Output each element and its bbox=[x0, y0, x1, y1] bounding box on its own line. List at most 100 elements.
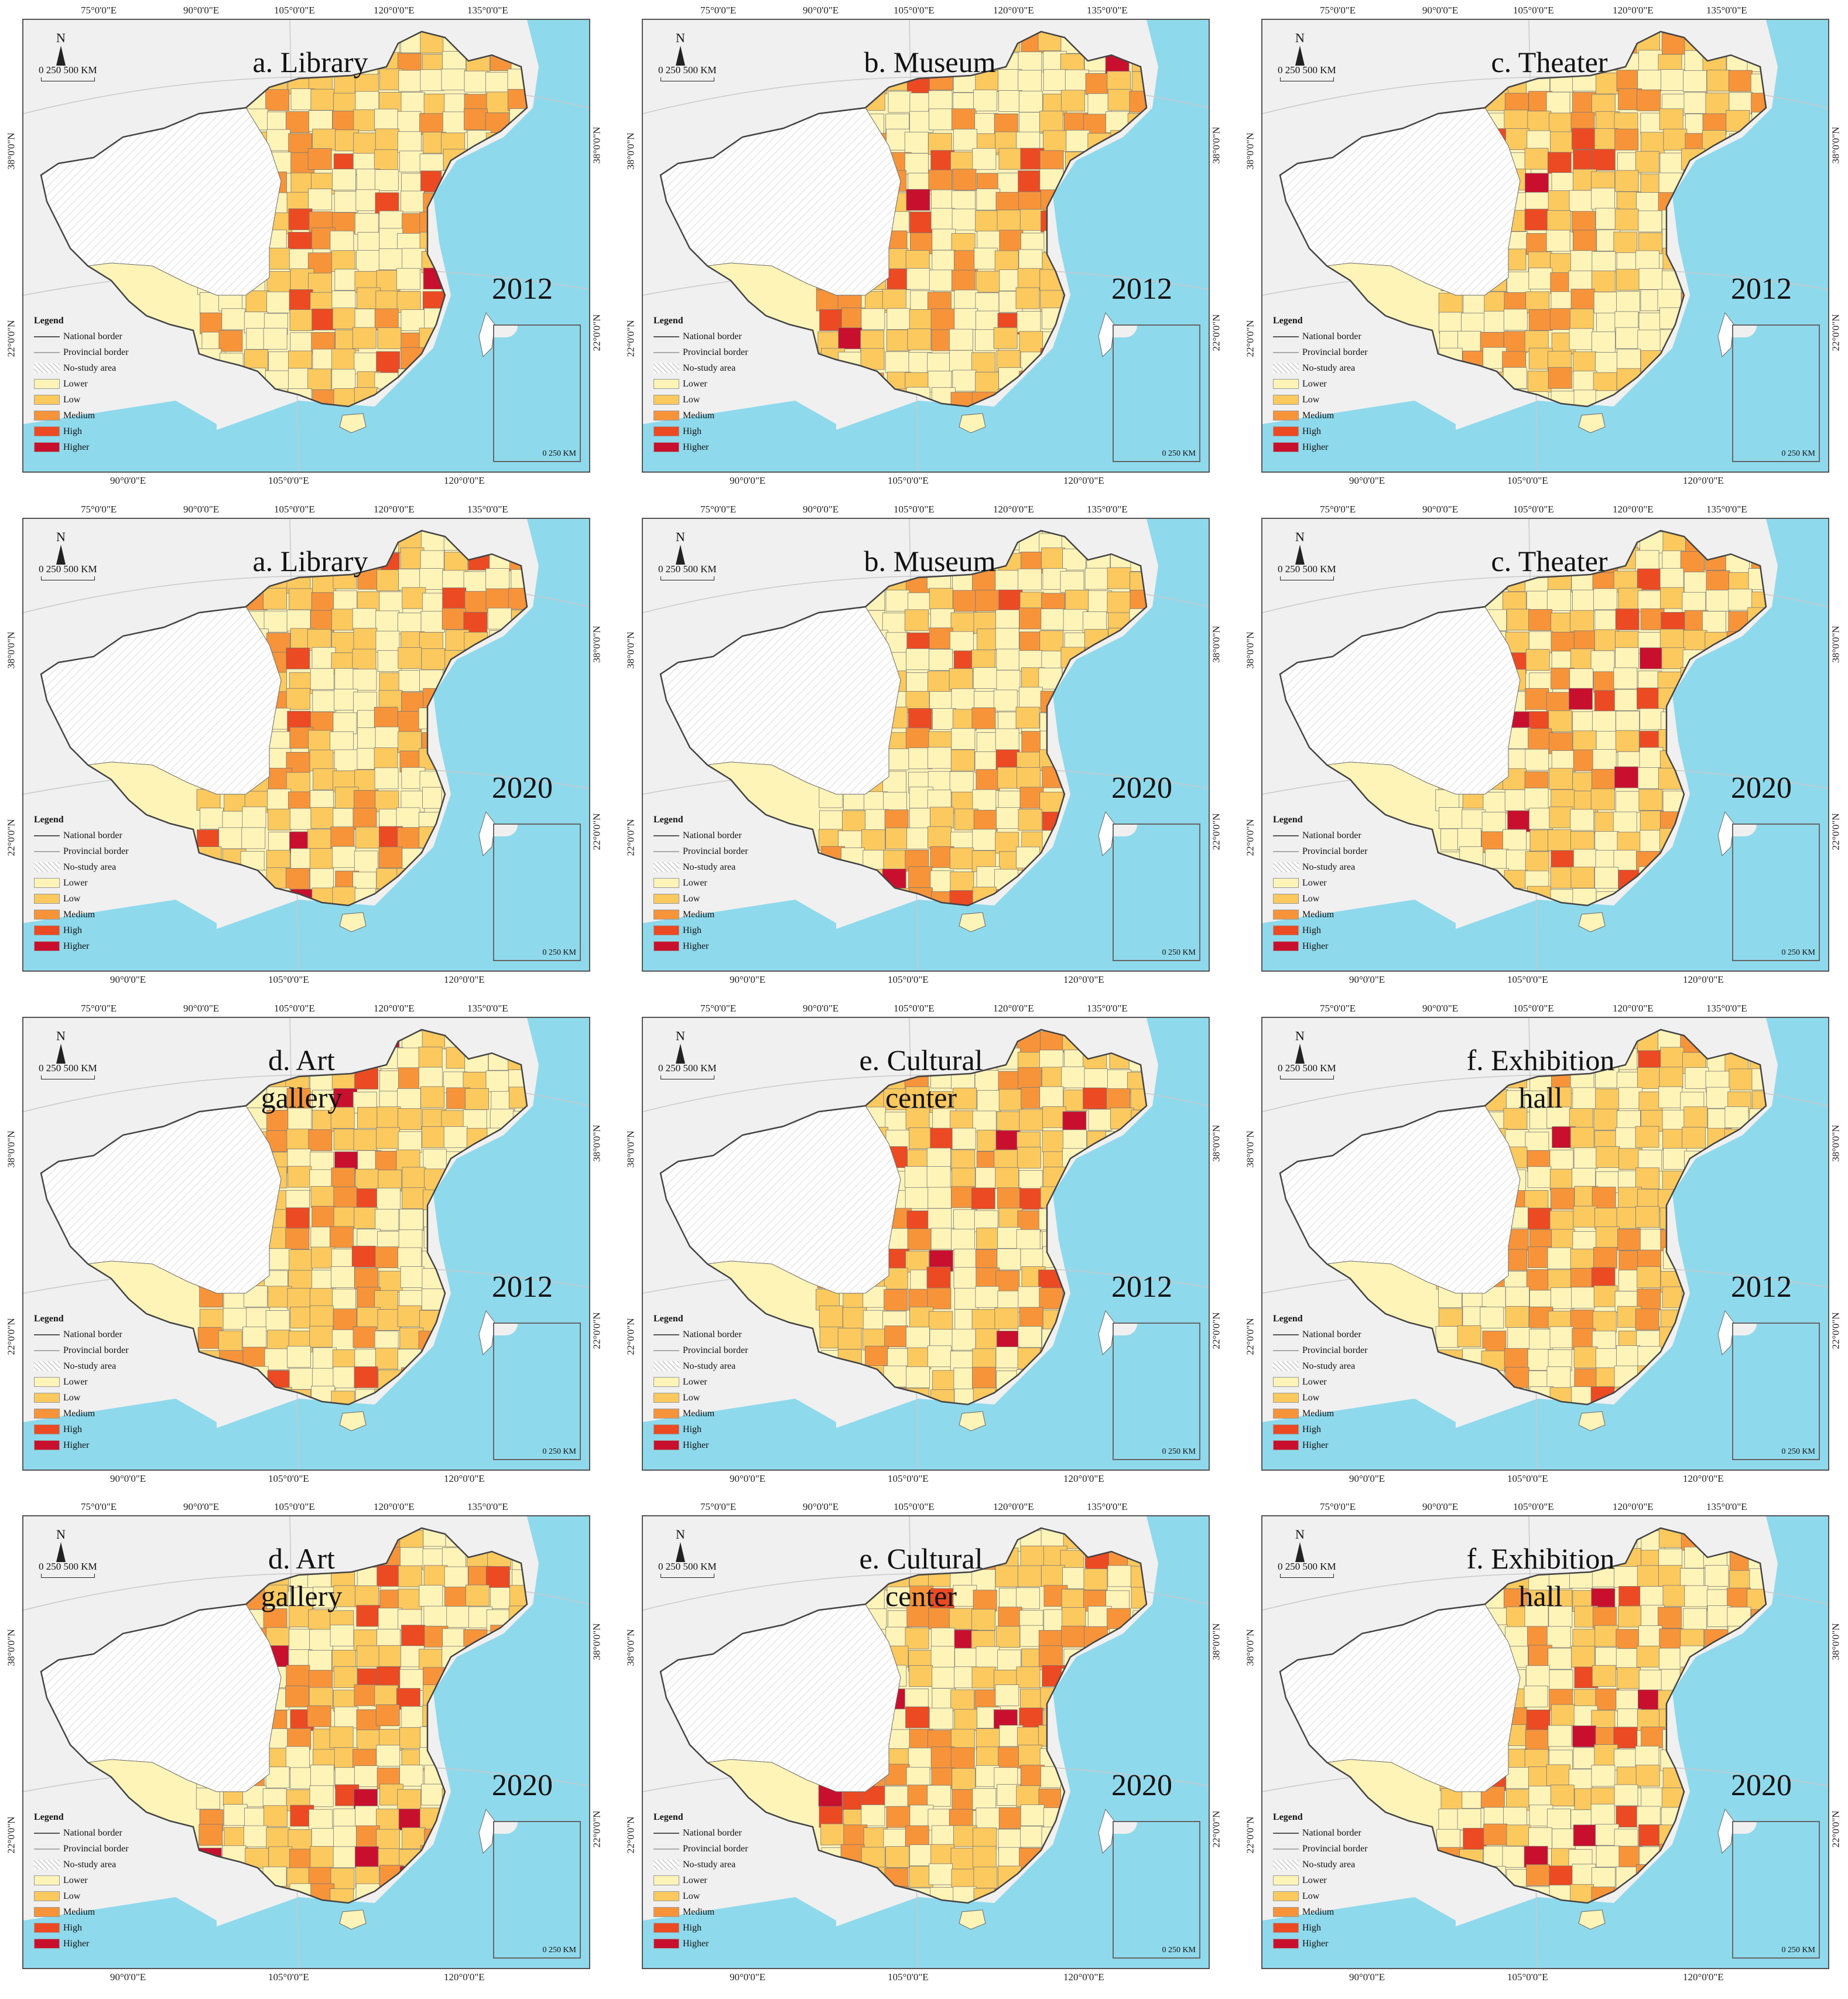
prefecture-unit bbox=[1616, 1667, 1641, 1689]
prefecture-unit bbox=[268, 1846, 293, 1868]
prefecture-unit bbox=[953, 128, 977, 151]
prefecture-unit bbox=[1747, 50, 1766, 72]
prefecture-unit bbox=[1526, 1709, 1551, 1731]
longitude-label-top: 90°0'0"E bbox=[1422, 1501, 1459, 1512]
prefecture-unit bbox=[1638, 1824, 1663, 1846]
legend-class: Low bbox=[1273, 891, 1368, 907]
prefecture-unit bbox=[1638, 233, 1663, 254]
legend-class: Lower bbox=[34, 1872, 129, 1888]
prefecture-unit bbox=[1437, 1887, 1462, 1903]
legend-class: Lower bbox=[653, 1872, 748, 1888]
prefecture-unit bbox=[1039, 630, 1064, 652]
prefecture-unit bbox=[1590, 650, 1615, 672]
prefecture-unit bbox=[907, 328, 932, 350]
longitude-label-bottom: 105°0'0"E bbox=[268, 1473, 309, 1484]
prefecture-unit bbox=[1594, 610, 1619, 632]
prefecture-unit bbox=[1683, 572, 1708, 593]
legend-no-study-area: No-study area bbox=[1273, 859, 1368, 875]
longitude-label-top: 120°0'0"E bbox=[1613, 504, 1654, 515]
prefecture-unit bbox=[1702, 611, 1726, 633]
prefecture-unit bbox=[1547, 152, 1572, 174]
longitude-label-top: 120°0'0"E bbox=[374, 5, 415, 16]
prefecture-unit bbox=[926, 1147, 951, 1170]
prefecture-unit bbox=[464, 70, 488, 93]
map-panel: 75°0'0"E 90°0'0"E 105°0'0"E 120°0'0"E 135°0'… bbox=[625, 504, 1228, 1002]
longitude-label-bottom: 90°0'0"E bbox=[1349, 974, 1385, 985]
prefecture-unit bbox=[285, 1746, 310, 1768]
prefecture-unit bbox=[998, 1530, 1023, 1552]
prefecture-unit bbox=[354, 850, 378, 873]
legend-provincial-border: Provincial border bbox=[1273, 1342, 1368, 1358]
map-panel: 75°0'0"E 90°0'0"E 105°0'0"E 120°0'0"E 135°0'… bbox=[1245, 5, 1848, 503]
prefecture-unit bbox=[331, 348, 355, 371]
panel-year: 2012 bbox=[1111, 1270, 1172, 1304]
latitude-label-left: 38°0'0"N bbox=[5, 631, 17, 669]
prefecture-unit bbox=[509, 1030, 527, 1051]
prefecture-unit bbox=[199, 1884, 224, 1903]
prefecture-unit bbox=[1104, 1530, 1129, 1552]
taiwan bbox=[1098, 312, 1115, 358]
prefecture-unit bbox=[861, 1804, 885, 1826]
prefecture-unit bbox=[446, 1606, 471, 1628]
national-border bbox=[40, 30, 528, 408]
inset-land bbox=[1733, 1324, 1757, 1335]
prefecture-unit bbox=[334, 1706, 358, 1728]
panel-year: 2020 bbox=[1731, 771, 1792, 805]
prefecture-unit bbox=[1085, 73, 1110, 95]
prefecture-unit bbox=[377, 1106, 401, 1129]
no-study-area-hatch bbox=[1280, 1106, 1520, 1293]
latitude-label-right: 38°0'0"N bbox=[1830, 626, 1842, 663]
north-arrow-icon bbox=[1295, 545, 1305, 565]
prefecture-unit bbox=[442, 587, 467, 609]
prefecture-unit bbox=[1659, 1628, 1683, 1651]
prefecture-unit bbox=[245, 291, 270, 312]
prefecture-unit bbox=[376, 351, 401, 373]
north-label: N bbox=[1295, 529, 1305, 544]
prefecture-unit bbox=[1546, 230, 1570, 252]
prefecture-unit bbox=[354, 213, 379, 235]
prefecture-unit bbox=[421, 648, 446, 670]
longitude-label-bottom: 120°0'0"E bbox=[1063, 1971, 1104, 1983]
prefecture-unit bbox=[950, 612, 975, 634]
prefecture-unit bbox=[268, 1248, 292, 1270]
prefecture-unit bbox=[1640, 830, 1664, 852]
prefecture-unit bbox=[904, 1166, 929, 1188]
longitude-label-bottom: 105°0'0"E bbox=[888, 974, 929, 985]
map-frame: N 0 250 500 KM d. Art gallery 2012 Legend Nat… bbox=[22, 1017, 590, 1471]
legend-title: Legend bbox=[1273, 815, 1303, 825]
prefecture-unit bbox=[1015, 287, 1040, 309]
prefecture-unit bbox=[1636, 1645, 1661, 1667]
prefecture-unit bbox=[221, 308, 246, 330]
north-arrow-icon bbox=[56, 1542, 66, 1562]
prefecture-unit bbox=[1683, 92, 1708, 114]
prefecture-unit bbox=[1107, 71, 1131, 93]
prefecture-unit bbox=[928, 90, 953, 112]
prefecture-unit bbox=[420, 69, 444, 91]
legend-no-study-area: No-study area bbox=[653, 859, 748, 875]
north-arrow-icon bbox=[1295, 46, 1305, 66]
prefecture-unit bbox=[1593, 1247, 1617, 1269]
prefecture-unit bbox=[975, 371, 1000, 394]
prefecture-unit bbox=[285, 1685, 309, 1707]
legend-class: Lower bbox=[1273, 1374, 1368, 1390]
prefecture-unit bbox=[1683, 70, 1707, 92]
prefecture-unit bbox=[1525, 1665, 1550, 1687]
longitude-label-bottom: 105°0'0"E bbox=[888, 1971, 929, 1983]
prefecture-unit bbox=[289, 1629, 313, 1651]
prefecture-unit bbox=[1635, 1745, 1659, 1768]
north-arrow: N bbox=[1295, 30, 1305, 66]
prefecture-unit bbox=[998, 1847, 1022, 1869]
prefecture-unit bbox=[1660, 1047, 1685, 1069]
legend-provincial-border: Provincial border bbox=[653, 1841, 748, 1857]
prefecture-unit bbox=[378, 248, 403, 271]
prefecture-unit bbox=[1438, 292, 1463, 315]
prefecture-unit bbox=[374, 308, 399, 330]
prefecture-unit bbox=[374, 747, 398, 770]
legend-no-study-area: No-study area bbox=[653, 360, 748, 376]
prefecture-unit bbox=[1707, 1030, 1731, 1051]
prefecture-unit bbox=[1019, 686, 1043, 709]
south-china-sea-inset: 0 250 KM bbox=[1113, 823, 1200, 961]
prefecture-unit bbox=[309, 1687, 333, 1709]
prefecture-unit bbox=[954, 1287, 978, 1310]
prefecture-unit bbox=[837, 1349, 862, 1371]
